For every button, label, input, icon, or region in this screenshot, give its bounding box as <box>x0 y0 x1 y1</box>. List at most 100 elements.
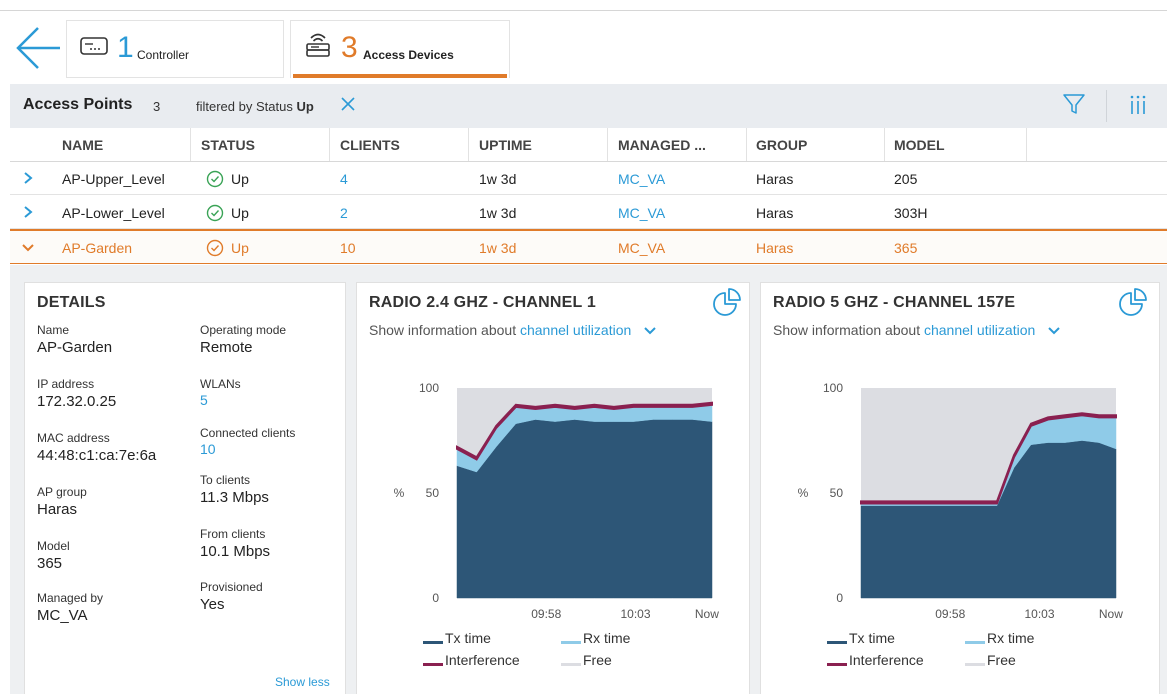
legend-swatch <box>423 663 443 666</box>
x-tick-label: Now <box>1099 607 1123 621</box>
detail-key: WLANs <box>200 377 241 391</box>
radio-5ghz-chart: 0 50 100% 09:58 10:03 Now <box>798 381 1124 621</box>
ap-name: AP-Upper_Level <box>62 171 165 187</box>
column-header-name[interactable]: NAME <box>62 137 104 153</box>
column-divider <box>329 128 330 161</box>
back-arrow-icon[interactable] <box>14 26 62 70</box>
filter-value: Up <box>296 99 314 114</box>
column-header-group[interactable]: GROUP <box>756 137 808 153</box>
legend-swatch <box>965 641 985 644</box>
y-tick-label: 100 <box>419 381 439 395</box>
chevron-down-icon[interactable] <box>1047 326 1061 336</box>
detail-key: Provisioned <box>200 580 263 594</box>
interference-area <box>456 401 713 461</box>
info-type-dropdown[interactable]: channel utilization <box>519 322 632 338</box>
ap-status: Up <box>231 171 249 187</box>
legend-swatch <box>561 663 581 666</box>
tab-access-devices-label: Access Devices <box>363 48 454 62</box>
y-tick-label: 100 <box>823 381 843 395</box>
tab-controller[interactable]: 1 Controller <box>66 20 284 78</box>
status-ok-icon <box>206 170 224 188</box>
page-title: Access Points <box>23 96 133 113</box>
chevron-down-icon[interactable] <box>20 237 36 257</box>
radio-5ghz-card: RADIO 5 GHZ - CHANNEL 157E Show informat… <box>760 282 1160 694</box>
detail-provisioned: Provisioned Yes <box>200 580 263 615</box>
detail-value: Haras <box>37 501 78 518</box>
pie-chart-icon[interactable] <box>1117 286 1149 318</box>
column-divider <box>746 128 747 161</box>
table-header: NAME STATUS CLIENTS UPTIME MANAGED ... G… <box>10 128 1167 162</box>
filter-funnel-icon[interactable] <box>1062 92 1086 116</box>
ap-status: Up <box>231 205 249 221</box>
table-row-selected[interactable]: AP-Garden Up 10 1w 3d MC_VA Haras 365 <box>10 231 1167 264</box>
ap-uptime: 1w 3d <box>479 171 517 187</box>
clear-filter-icon[interactable] <box>340 96 356 112</box>
ap-clients-link[interactable]: 10 <box>340 240 356 256</box>
detail-mac-address: MAC address 44:48:c1:ca:7e:6a <box>37 431 156 466</box>
detail-key: MAC address <box>37 431 110 445</box>
active-tab-indicator <box>293 74 507 78</box>
legend-label: Interference <box>445 652 520 668</box>
legend-label: Free <box>583 652 612 668</box>
table-row[interactable]: AP-Upper_Level Up 4 1w 3d MC_VA Haras 20… <box>10 162 1167 195</box>
detail-to-clients: To clients 11.3 Mbps <box>200 473 269 508</box>
show-info-row: Show information about channel utilizati… <box>369 322 657 338</box>
detail-name: Name AP-Garden <box>37 323 112 358</box>
chevron-right-icon[interactable] <box>20 202 36 222</box>
column-header-uptime[interactable]: UPTIME <box>479 137 532 153</box>
chevron-right-icon[interactable] <box>20 168 36 188</box>
y-axis-label: % <box>394 486 405 500</box>
ap-clients-link[interactable]: 2 <box>340 205 348 221</box>
detail-key: Managed by <box>37 591 104 605</box>
column-chooser-icon[interactable] <box>1128 94 1148 116</box>
tab-access-devices[interactable]: 3 Access Devices <box>290 20 510 78</box>
tab-controller-count: 1 <box>117 31 134 64</box>
selected-row-border <box>10 229 1167 231</box>
detail-value: 365 <box>37 555 63 572</box>
y-tick-label: 0 <box>836 591 843 605</box>
column-header-status[interactable]: STATUS <box>201 137 255 153</box>
legend-label: Rx time <box>987 630 1035 646</box>
header-separator <box>1106 90 1107 122</box>
column-header-clients[interactable]: CLIENTS <box>340 137 400 153</box>
ap-group: Haras <box>756 171 794 187</box>
ap-uptime: 1w 3d <box>479 205 517 221</box>
ap-managed-link[interactable]: MC_VA <box>618 171 666 187</box>
detail-value: AP-Garden <box>37 339 113 356</box>
ap-managed-link[interactable]: MC_VA <box>618 240 666 256</box>
radio-card-title: RADIO 5 GHZ - CHANNEL 157E <box>773 294 1016 311</box>
column-header-model[interactable]: MODEL <box>894 137 945 153</box>
connected-clients-link[interactable]: 10 <box>200 441 216 457</box>
column-divider <box>884 128 885 161</box>
detail-key: IP address <box>37 377 95 391</box>
chevron-down-icon[interactable] <box>643 326 657 336</box>
column-header-managed[interactable]: MANAGED ... <box>618 137 706 153</box>
ap-managed-link[interactable]: MC_VA <box>618 205 666 221</box>
x-tick-label: 09:58 <box>935 607 965 621</box>
radio-2-4ghz-chart: 0 50 100% 09:58 10:03 Now <box>394 381 720 621</box>
ap-clients-link[interactable]: 4 <box>340 171 348 187</box>
access-points-header: Access Points 3 filtered by Status Up <box>10 84 1167 128</box>
show-less-link[interactable]: Show less <box>275 675 330 689</box>
y-tick-label: 50 <box>426 486 440 500</box>
x-tick-label: 10:03 <box>1024 607 1054 621</box>
ap-group: Haras <box>756 205 794 221</box>
legend-swatch <box>965 663 985 666</box>
legend-swatch <box>827 641 847 644</box>
filter-summary: filtered by Status Up <box>196 99 314 114</box>
legend-label: Tx time <box>445 630 491 646</box>
tab-controller-label: Controller <box>137 48 190 62</box>
interference-area <box>860 412 1117 505</box>
legend-label: Free <box>987 652 1016 668</box>
radio-card-title: RADIO 2.4 GHZ - CHANNEL 1 <box>369 294 596 311</box>
show-info-row: Show information about channel utilizati… <box>773 322 1061 338</box>
legend-label: Interference <box>849 652 924 668</box>
wlans-link[interactable]: 5 <box>200 392 208 408</box>
detail-wlans: WLANs 5 <box>200 377 241 408</box>
x-tick-label: Now <box>695 607 719 621</box>
info-type-dropdown[interactable]: channel utilization <box>923 322 1036 338</box>
pie-chart-icon[interactable] <box>711 286 743 318</box>
table-row[interactable]: AP-Lower_Level Up 2 1w 3d MC_VA Haras 30… <box>10 196 1167 229</box>
ap-detail-panel: DETAILS Name AP-Garden IP address 172.32… <box>10 265 1167 694</box>
detail-value: Yes <box>200 596 225 613</box>
